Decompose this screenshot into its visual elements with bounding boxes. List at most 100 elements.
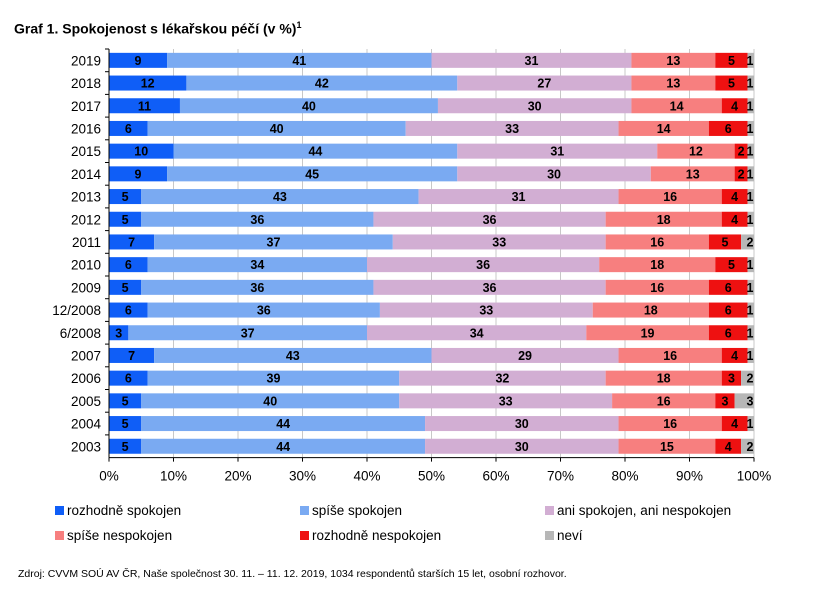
bar-segment xyxy=(186,75,458,91)
data-label: 40 xyxy=(302,99,316,113)
data-label: 32 xyxy=(495,372,509,386)
category-label: 2018 xyxy=(71,76,101,91)
data-label: 11 xyxy=(138,99,151,113)
data-label: 36 xyxy=(250,213,264,227)
bar-segment xyxy=(109,438,142,454)
category-label: 2005 xyxy=(71,394,101,409)
bar-segment xyxy=(147,370,400,386)
data-label: 42 xyxy=(315,77,329,91)
bar-segment xyxy=(109,211,142,227)
x-tick-label: 50% xyxy=(418,469,445,484)
bar-segment xyxy=(399,393,613,409)
bar-segment xyxy=(128,325,367,341)
bar-segment xyxy=(747,98,754,114)
bar-segment xyxy=(109,257,148,273)
bar-segment xyxy=(747,211,754,227)
data-label: 1 xyxy=(747,326,754,340)
data-label: 1 xyxy=(747,304,754,318)
bar-segment xyxy=(167,166,458,182)
data-label: 5 xyxy=(728,77,735,91)
bar-segment xyxy=(721,189,748,205)
bar-segment xyxy=(586,325,709,341)
data-label: 3 xyxy=(115,326,122,340)
bar-segment xyxy=(650,166,735,182)
bar-segment xyxy=(708,120,748,136)
bar-segment xyxy=(399,370,606,386)
data-label: 12 xyxy=(689,145,703,159)
legend-label: ani spokojen, ani nespokojen xyxy=(557,503,731,518)
data-label: 13 xyxy=(666,77,680,91)
bar-segment xyxy=(109,143,174,159)
bar-segment xyxy=(715,393,735,409)
bar-segment xyxy=(741,438,754,454)
bar-segment xyxy=(437,98,632,114)
bar-segment xyxy=(141,279,374,295)
data-label: 34 xyxy=(250,258,264,272)
x-tick-label: 60% xyxy=(482,469,509,484)
category-label: 2019 xyxy=(71,53,101,68)
bar-segment xyxy=(747,302,754,318)
category-label: 2013 xyxy=(71,190,101,205)
bar-segment xyxy=(715,438,742,454)
data-label: 4 xyxy=(731,417,738,431)
bar-segment xyxy=(599,257,716,273)
bar-segment xyxy=(154,347,432,363)
data-label: 36 xyxy=(483,213,497,227)
bar-segment xyxy=(721,370,742,386)
bar-segment xyxy=(109,325,129,341)
data-label: 2 xyxy=(747,235,754,249)
bar-segment xyxy=(109,370,148,386)
data-label: 14 xyxy=(657,122,671,136)
bar-segment xyxy=(708,279,748,295)
bar-segment xyxy=(592,302,709,318)
data-label: 6 xyxy=(725,281,732,295)
data-label: 4 xyxy=(731,99,738,113)
bar-segment xyxy=(618,416,722,432)
bar-segment xyxy=(715,52,748,68)
data-label: 34 xyxy=(470,326,484,340)
data-label: 33 xyxy=(505,122,519,136)
data-label: 4 xyxy=(731,213,738,227)
data-label: 16 xyxy=(650,281,664,295)
bar-segment xyxy=(379,302,593,318)
bar-segment xyxy=(605,234,709,250)
data-label: 4 xyxy=(731,349,738,363)
bar-segment xyxy=(425,438,619,454)
data-label: 6 xyxy=(125,122,132,136)
bar-segment xyxy=(605,211,722,227)
data-label: 2 xyxy=(747,440,754,454)
data-label: 33 xyxy=(492,235,506,249)
data-label: 12 xyxy=(141,77,155,91)
bar-segment xyxy=(747,189,754,205)
bar-segment xyxy=(631,98,722,114)
data-label: 14 xyxy=(670,99,684,113)
data-label: 6 xyxy=(125,372,132,386)
bar-segment xyxy=(741,370,754,386)
category-label: 2004 xyxy=(71,417,102,432)
bar-segment xyxy=(392,234,606,250)
bar-segment xyxy=(141,438,426,454)
data-label: 40 xyxy=(270,122,284,136)
data-label: 2 xyxy=(738,167,745,181)
data-label: 3 xyxy=(721,394,728,408)
data-label: 4 xyxy=(731,190,738,204)
data-label: 5 xyxy=(122,281,129,295)
x-tick-label: 10% xyxy=(160,469,187,484)
bar-segment xyxy=(618,347,722,363)
data-label: 1 xyxy=(747,213,754,227)
bar-segment xyxy=(141,416,426,432)
bar-segment xyxy=(618,189,722,205)
data-label: 1 xyxy=(747,281,754,295)
data-label: 6 xyxy=(725,304,732,318)
bar-segment xyxy=(109,416,142,432)
data-label: 16 xyxy=(663,417,677,431)
data-label: 6 xyxy=(725,326,732,340)
data-label: 16 xyxy=(663,190,677,204)
category-label: 2015 xyxy=(71,144,101,159)
bar-segment xyxy=(109,279,142,295)
bar-segment xyxy=(605,279,709,295)
data-label: 1 xyxy=(747,145,754,159)
data-label: 9 xyxy=(135,54,142,68)
bar-segment xyxy=(173,143,458,159)
x-tick-label: 70% xyxy=(547,469,574,484)
